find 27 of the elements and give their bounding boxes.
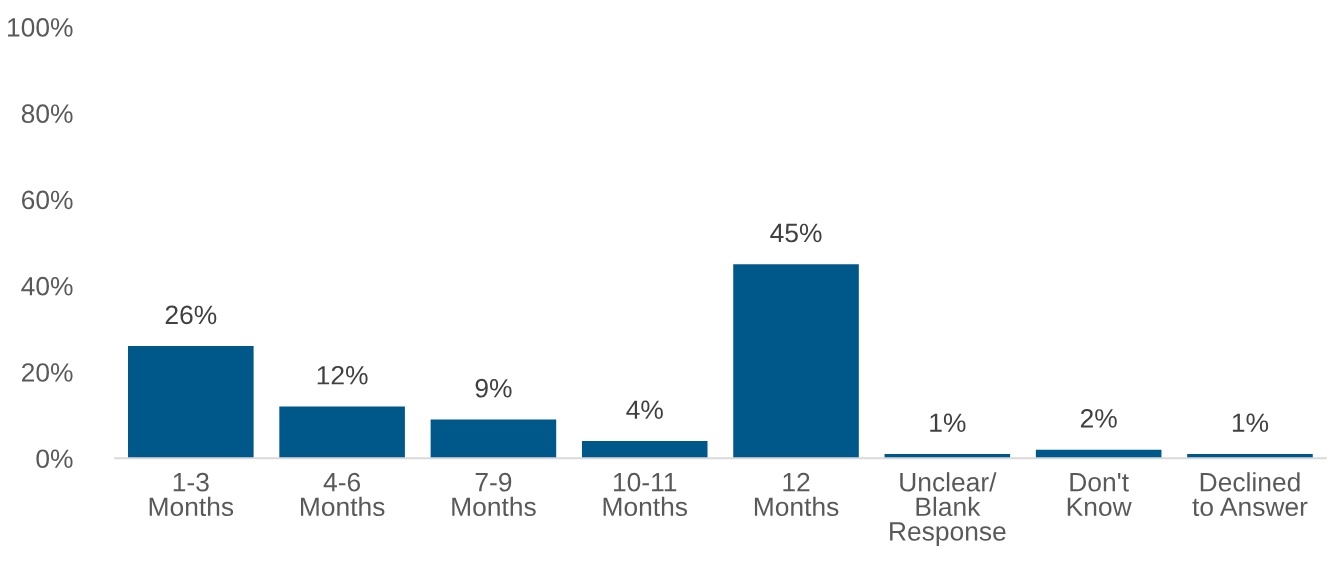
bar <box>581 441 708 459</box>
data-label: 4% <box>626 400 663 420</box>
x-tick-label: Declined to Answer <box>1192 472 1308 517</box>
x-tick-label: 1-3 Months <box>149 472 234 517</box>
data-label: 2% <box>1080 409 1117 428</box>
data-label: 26% <box>165 305 217 325</box>
y-tick-label: 80% <box>21 104 73 124</box>
data-label: 45% <box>770 223 822 243</box>
x-tick-label: 4-6 Months <box>301 472 385 517</box>
y-tick-label: 0% <box>36 449 73 469</box>
x-tick-label: 7-9 Months <box>452 472 536 517</box>
bar <box>733 264 859 459</box>
data-label: 9% <box>475 378 512 398</box>
bar <box>430 419 557 459</box>
data-label: 12% <box>317 365 368 385</box>
data-label: 1% <box>1232 413 1269 432</box>
x-tick-label: 12 Months <box>754 472 839 517</box>
bar <box>128 346 254 459</box>
y-tick-label: 40% <box>21 276 73 296</box>
y-tick-label: 60% <box>22 190 73 210</box>
bar <box>279 406 405 459</box>
y-tick-label: 100% <box>8 18 73 37</box>
y-tick-label: 20% <box>22 363 73 382</box>
x-tick-label: Unclear/ Blank Response <box>890 472 1006 546</box>
x-tick-label: 10-11 Months <box>603 472 688 517</box>
x-tick-label: Don't Know <box>1067 473 1132 517</box>
data-label: 1% <box>930 413 966 432</box>
